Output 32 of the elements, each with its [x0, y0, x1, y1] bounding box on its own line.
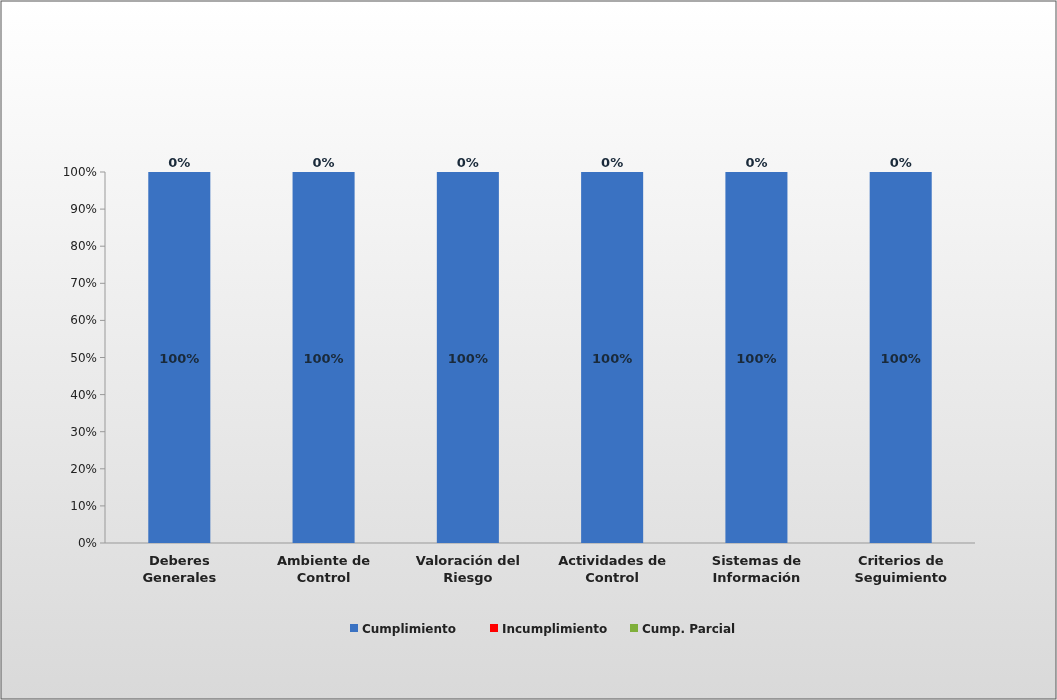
y-tick-label: 50%	[70, 350, 97, 365]
y-tick-label: 70%	[70, 276, 97, 291]
data-label: 0%	[745, 155, 768, 170]
data-label: 0%	[601, 155, 624, 170]
y-tick-label: 40%	[70, 387, 97, 402]
data-label: 100%	[736, 350, 777, 366]
y-tick-label: 90%	[70, 202, 97, 217]
legend-label: Cump. Parcial	[642, 622, 736, 636]
legend-label: Incumplimiento	[502, 622, 608, 636]
x-tick-label: Ambiente de Control	[277, 553, 371, 585]
data-label: 0%	[312, 155, 335, 170]
y-tick-label: 0%	[77, 536, 97, 550]
data-label: 0%	[889, 155, 912, 170]
y-tick-label: 10%	[70, 498, 97, 513]
y-tick-label: 80%	[70, 239, 97, 254]
legend-label: Cumplimiento	[362, 622, 456, 636]
y-tick-label: 100%	[62, 165, 97, 179]
y-tick-label: 60%	[70, 313, 97, 328]
data-label: 100%	[880, 350, 921, 366]
data-label: 100%	[447, 350, 488, 366]
data-label: 100%	[303, 350, 344, 366]
data-label: 100%	[159, 350, 200, 366]
data-label: 0%	[168, 155, 191, 170]
x-tick-label: Criterios de Seguimiento	[854, 553, 947, 585]
x-tick-label: Valoración del Riesgo	[415, 553, 520, 585]
x-tick-label: Deberes Generales	[142, 553, 217, 585]
y-tick-label: 30%	[70, 424, 97, 439]
data-label: 100%	[592, 350, 633, 366]
data-label: 0%	[456, 155, 479, 170]
y-tick-label: 20%	[70, 461, 97, 476]
x-tick-label: Sistemas de Información	[711, 553, 802, 585]
x-tick-label: Actividades de Control	[558, 553, 667, 585]
